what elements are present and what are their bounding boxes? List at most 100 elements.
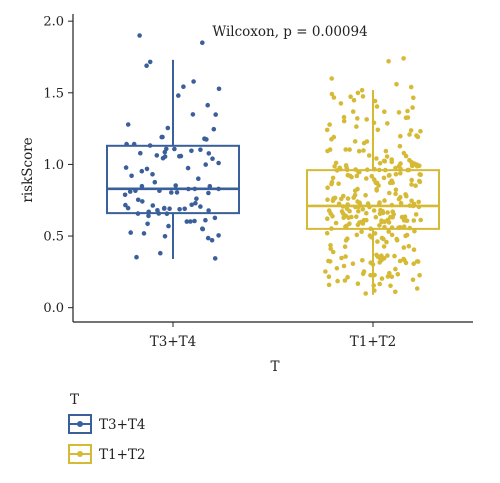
data-point — [150, 172, 155, 177]
data-point — [336, 181, 341, 186]
data-point — [379, 276, 385, 281]
data-point — [411, 218, 417, 223]
data-point — [360, 94, 366, 99]
y-tick-label: 0.0 — [43, 301, 64, 316]
data-point — [144, 166, 150, 172]
data-point — [207, 184, 213, 189]
legend-key-point — [77, 451, 83, 457]
data-point — [152, 179, 158, 185]
data-point — [394, 81, 399, 87]
data-point — [414, 286, 420, 291]
data-point — [379, 235, 385, 241]
legend-title: T — [70, 392, 79, 408]
data-point — [382, 109, 387, 114]
data-point — [325, 185, 330, 190]
data-point — [368, 272, 373, 278]
data-point — [374, 186, 379, 192]
data-point — [377, 255, 383, 261]
data-point — [411, 261, 417, 267]
data-point — [173, 183, 178, 188]
data-point — [348, 94, 353, 99]
data-point — [393, 191, 398, 197]
data-point — [375, 239, 380, 244]
data-point — [386, 220, 392, 225]
data-point — [181, 84, 186, 89]
data-point — [371, 208, 377, 213]
data-point — [359, 87, 365, 93]
data-point — [361, 148, 366, 153]
data-point — [405, 108, 410, 114]
data-point — [216, 86, 222, 92]
data-point — [206, 190, 211, 196]
data-point — [203, 217, 208, 223]
data-point — [374, 180, 380, 186]
data-point — [403, 115, 409, 121]
data-point — [135, 197, 141, 203]
data-point — [172, 146, 177, 152]
data-point — [361, 269, 367, 274]
data-point — [401, 256, 406, 262]
data-point — [384, 154, 390, 159]
data-point — [374, 156, 379, 161]
data-point — [369, 173, 375, 179]
data-point — [391, 211, 397, 217]
data-point — [328, 246, 334, 251]
data-point — [200, 226, 205, 231]
data-point — [409, 198, 414, 204]
legend-label: T3+T4 — [99, 417, 146, 433]
data-point — [381, 244, 387, 249]
data-point — [327, 259, 333, 264]
data-point — [364, 117, 370, 122]
y-tick-label: 1.5 — [43, 86, 64, 101]
legend-label: T1+T2 — [99, 447, 146, 463]
data-point — [403, 153, 409, 159]
x-tick-label: T1+T2 — [350, 334, 397, 350]
data-point — [354, 232, 360, 238]
data-point — [166, 223, 171, 229]
data-point — [184, 219, 190, 224]
data-point — [342, 244, 348, 249]
data-point — [417, 178, 422, 184]
data-point — [374, 252, 379, 258]
data-point — [374, 104, 380, 109]
data-point — [334, 266, 340, 271]
data-point — [394, 238, 400, 243]
data-point — [386, 59, 391, 64]
data-point — [347, 147, 352, 152]
data-point — [409, 182, 414, 187]
data-point — [360, 258, 365, 263]
data-point — [169, 190, 174, 195]
data-point — [408, 128, 414, 133]
legend-items: T3+T4 T1+T2 — [68, 414, 146, 464]
data-point — [349, 214, 354, 220]
data-point — [383, 148, 389, 154]
data-point — [341, 118, 347, 124]
data-point — [377, 211, 383, 216]
data-point — [350, 109, 356, 114]
data-point — [123, 165, 129, 170]
data-point — [122, 192, 128, 198]
data-point — [185, 165, 191, 171]
wilcoxon-annotation: Wilcoxon, p = 0.00094 — [212, 24, 367, 40]
data-point — [335, 278, 340, 284]
data-point — [360, 207, 366, 212]
data-point — [393, 172, 399, 177]
x-axis-label: T — [270, 359, 279, 375]
data-point — [198, 204, 203, 209]
data-point — [123, 202, 128, 208]
data-point — [140, 199, 145, 204]
data-point — [364, 176, 369, 181]
data-point — [412, 228, 417, 234]
data-point — [203, 162, 208, 167]
data-point — [345, 274, 350, 280]
data-point — [194, 196, 199, 201]
data-point — [192, 218, 197, 224]
data-point — [167, 206, 172, 211]
data-point — [389, 159, 395, 165]
data-point — [411, 247, 417, 252]
data-point — [189, 202, 194, 208]
data-point — [359, 229, 364, 234]
data-point — [191, 79, 196, 84]
data-point — [216, 160, 221, 166]
data-point — [176, 93, 181, 98]
